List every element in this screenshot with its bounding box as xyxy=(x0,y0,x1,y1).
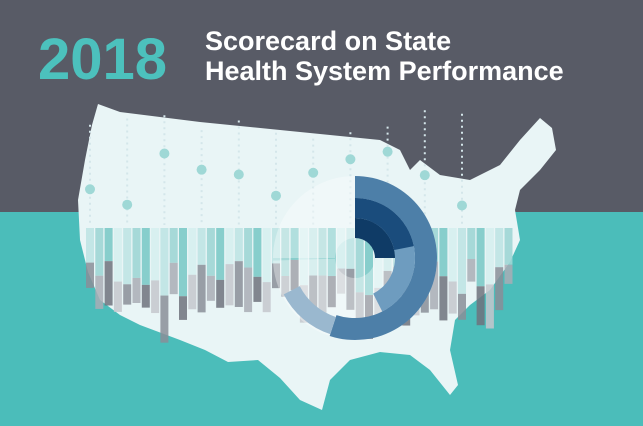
bar xyxy=(281,276,290,297)
bar xyxy=(151,280,160,314)
bar xyxy=(485,228,494,285)
bar xyxy=(262,228,271,283)
bar xyxy=(504,228,513,265)
bar xyxy=(337,228,346,269)
bar xyxy=(467,258,476,282)
bar xyxy=(151,228,160,281)
bar xyxy=(160,295,169,343)
bar xyxy=(197,264,206,313)
bar xyxy=(318,228,327,276)
bar xyxy=(216,279,225,308)
bar xyxy=(281,228,290,277)
bar xyxy=(495,228,504,268)
bar xyxy=(253,276,262,302)
bar xyxy=(299,228,308,286)
bar xyxy=(346,268,355,310)
bar xyxy=(104,261,113,306)
bar xyxy=(225,228,234,265)
title-line: Health System Performance xyxy=(205,56,564,86)
bar xyxy=(467,228,476,259)
bar xyxy=(234,261,243,307)
bar xyxy=(244,267,253,313)
donut-segment xyxy=(283,286,336,335)
bar xyxy=(234,228,243,262)
bar xyxy=(448,228,457,282)
dot xyxy=(233,169,244,180)
bar xyxy=(504,264,513,284)
dot xyxy=(345,154,356,165)
bar xyxy=(179,296,187,320)
bar xyxy=(197,228,206,265)
bar xyxy=(439,228,448,277)
bar xyxy=(179,228,187,297)
bar xyxy=(355,228,364,293)
bar xyxy=(374,287,383,326)
bar xyxy=(86,228,94,263)
bar xyxy=(113,281,122,312)
bar xyxy=(86,262,94,288)
donut-segment xyxy=(355,198,414,251)
bar xyxy=(309,228,318,276)
bar xyxy=(476,228,485,287)
bar xyxy=(327,276,336,308)
bar xyxy=(272,228,280,264)
bar xyxy=(448,281,457,314)
bar xyxy=(290,228,299,260)
bar xyxy=(476,286,485,326)
bar xyxy=(458,293,466,320)
bar xyxy=(225,264,234,306)
bar xyxy=(346,228,355,269)
donut-segment xyxy=(355,218,395,258)
title-line: Scorecard on State xyxy=(205,26,451,56)
bar xyxy=(123,228,132,285)
bar xyxy=(318,275,327,319)
bar xyxy=(355,292,364,340)
bar xyxy=(206,228,215,276)
bar xyxy=(337,268,346,294)
bar xyxy=(132,228,141,278)
bar xyxy=(458,228,466,294)
bar xyxy=(95,228,104,276)
decoration xyxy=(85,110,513,343)
dot xyxy=(382,146,393,157)
bar xyxy=(365,228,373,296)
bar xyxy=(132,277,141,303)
bar xyxy=(141,228,150,285)
dot xyxy=(196,164,207,175)
dot xyxy=(308,167,319,178)
bar xyxy=(309,275,318,309)
dot xyxy=(159,148,170,159)
dot xyxy=(271,190,281,201)
bar xyxy=(95,275,104,309)
bar xyxy=(290,259,299,291)
bar xyxy=(188,274,197,310)
bar xyxy=(113,228,122,282)
bar xyxy=(141,284,150,308)
bar xyxy=(495,267,504,311)
dot xyxy=(85,184,95,195)
bar xyxy=(123,284,132,305)
bar xyxy=(104,228,113,262)
bar xyxy=(169,228,178,263)
year: 2018 xyxy=(38,27,167,92)
bar xyxy=(272,263,280,289)
bar xyxy=(188,228,197,275)
bar xyxy=(216,228,225,280)
bar xyxy=(253,228,262,277)
bar xyxy=(206,275,215,301)
bar xyxy=(169,262,178,295)
dot xyxy=(419,170,430,181)
bar xyxy=(485,284,494,329)
bar xyxy=(160,228,169,296)
dot xyxy=(122,199,133,210)
bar xyxy=(430,261,439,310)
bar xyxy=(439,276,448,321)
bar xyxy=(327,228,336,277)
donut-segment xyxy=(329,176,438,341)
bar xyxy=(244,228,253,268)
bar xyxy=(262,282,271,313)
dot xyxy=(457,200,467,211)
